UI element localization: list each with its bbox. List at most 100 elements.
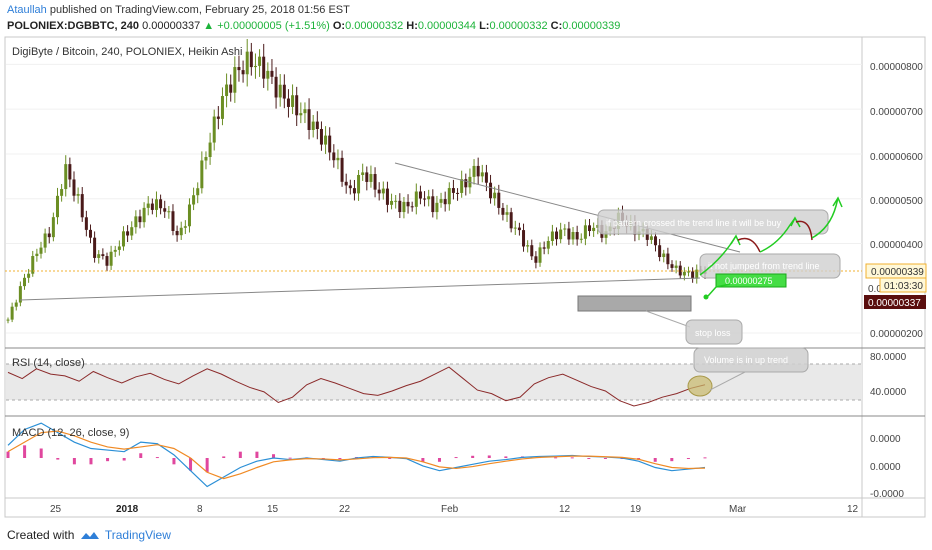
candle-body [344, 181, 348, 186]
macd-histogram-bar [56, 458, 60, 460]
candle-body [352, 188, 356, 194]
stop-loss-text: stop loss [695, 328, 731, 338]
candle-body [76, 194, 80, 196]
candle-body [22, 277, 26, 287]
macd-histogram-bar [388, 458, 392, 459]
author-link[interactable]: Ataullah [7, 4, 47, 16]
candle-body [431, 196, 435, 213]
macd-histogram-bar [205, 458, 209, 473]
candle-body [200, 160, 204, 189]
candle-body [35, 253, 39, 257]
candle-body [274, 76, 278, 98]
candle-body [51, 217, 55, 238]
candle-body [695, 269, 699, 279]
candle-body [163, 208, 167, 212]
candle-body [443, 199, 447, 205]
candle-body [489, 182, 493, 199]
candle-body [588, 225, 592, 232]
candle-body [262, 56, 266, 79]
candle-body [154, 199, 158, 210]
last-price: 0.00000337 [142, 20, 201, 32]
candle-body [336, 157, 340, 161]
callout-buy[interactable]: if pattern crossed the trend line it wil… [597, 209, 829, 235]
price-tick: 0.00000500 [870, 196, 923, 207]
time-tick: 12 [559, 504, 571, 515]
support-trendline[interactable] [19, 277, 701, 301]
candle-body [682, 271, 686, 276]
candle-body [311, 121, 315, 130]
candle-body [64, 164, 68, 190]
candle-body [291, 95, 295, 107]
countdown-tag: 01:03:30 [884, 281, 923, 292]
candle-body [229, 84, 233, 93]
tradingview-brand-link[interactable]: TradingView [104, 528, 171, 542]
candle-body [88, 229, 92, 238]
candle-body [208, 142, 212, 158]
candle-body [575, 232, 579, 240]
macd-tick: 0.0000 [870, 434, 901, 445]
candle-body [658, 245, 662, 258]
candle-body [542, 247, 546, 249]
candle-body [179, 227, 183, 236]
candle-body [472, 165, 476, 177]
candle-body [187, 204, 191, 227]
macd-histogram-bar [172, 458, 176, 465]
candle-body [497, 192, 501, 208]
callout-stop-loss[interactable]: stop loss [685, 319, 743, 345]
rsi-tick: 40.0000 [870, 387, 907, 398]
time-tick: 2018 [116, 504, 139, 515]
candle-body [150, 203, 154, 210]
stop-loss-zone[interactable] [577, 295, 692, 312]
candle-body [385, 188, 389, 205]
candle-body [517, 227, 521, 231]
time-tick: Mar [729, 504, 747, 515]
candle-body [592, 227, 596, 232]
callout-volume[interactable]: Volume is in up trend [693, 347, 809, 373]
callout-buy-text: if pattern crossed the trend line it wil… [606, 218, 782, 228]
candle-body [583, 225, 587, 239]
publish-info: published on TradingView.com, February 2… [49, 4, 350, 16]
volume-text: Volume is in up trend [704, 355, 788, 365]
candle-body [687, 271, 691, 273]
macd-histogram-bar [6, 451, 10, 458]
candle-body [31, 256, 35, 274]
resistance-trendline[interactable] [394, 162, 741, 253]
candle-body [522, 230, 526, 247]
price-tick: 0.00000600 [870, 152, 923, 163]
candle-body [435, 202, 439, 213]
projection-up-3 [811, 197, 839, 239]
candle-body [303, 109, 307, 114]
candle-body [253, 65, 257, 68]
macd-histogram-bar [272, 454, 276, 458]
candle-body [80, 194, 84, 218]
change-value: +0.00000005 (+1.51%) [217, 20, 330, 32]
candle-body [307, 109, 311, 130]
macd-histogram-bar [106, 458, 110, 462]
candle-body [328, 135, 332, 153]
candle-body [546, 240, 550, 249]
candle-body [427, 196, 431, 200]
macd-histogram-bar [670, 458, 674, 462]
macd-histogram-bar [89, 458, 93, 465]
price-axis: 0.00000800 0.00000700 0.00000600 0.00000… [868, 62, 923, 340]
candle-body [142, 207, 146, 223]
candle-body [18, 286, 22, 303]
macd-histogram-bar [570, 457, 574, 459]
macd-histogram-bar [487, 455, 491, 458]
ohlc-line: POLONIEX:DGBBTC, 240 0.00000337 ▲ +0.000… [7, 20, 620, 32]
close-label: C: [550, 20, 563, 32]
volume-highlight[interactable] [687, 375, 713, 397]
time-tick: 22 [339, 504, 351, 515]
candle-body [567, 228, 571, 240]
time-tick: 25 [50, 504, 62, 515]
low-value: 0.00000332 [489, 20, 548, 32]
target-connector [707, 283, 731, 297]
rsi-title: RSI (14, close) [12, 357, 85, 369]
candle-body [212, 116, 216, 143]
target-label[interactable]: 0.00000275 [715, 273, 787, 288]
candle-body [666, 253, 670, 265]
target-dot [703, 294, 709, 300]
rsi-line [7, 366, 706, 407]
candle-body [72, 179, 76, 196]
